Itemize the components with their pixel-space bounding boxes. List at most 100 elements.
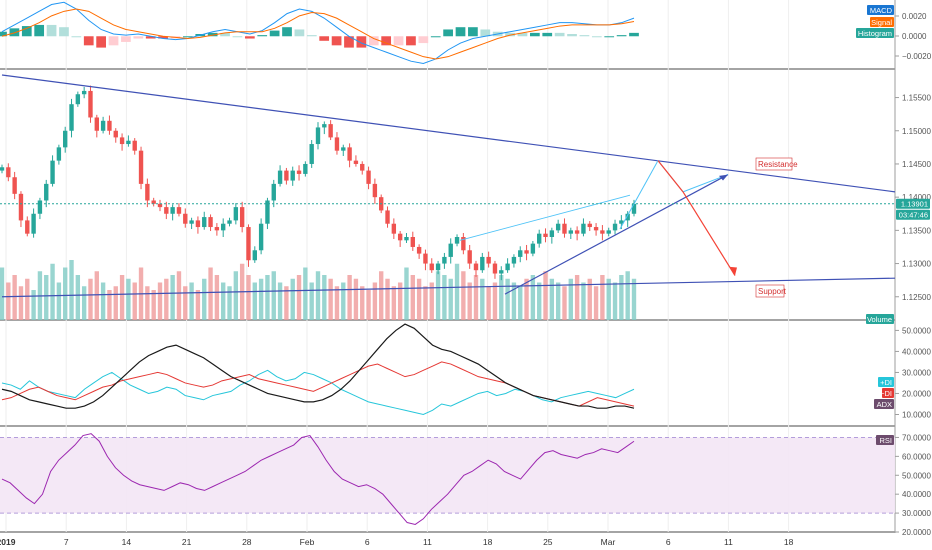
- x-tick-label: 25: [543, 537, 553, 547]
- candle-body: [499, 270, 504, 274]
- volume-bar: [315, 271, 321, 320]
- candle-body: [562, 223, 567, 234]
- volume-bar: [334, 286, 340, 320]
- macd-histogram-bar: [542, 32, 553, 37]
- volume-bar: [429, 282, 434, 320]
- candle-body: [537, 233, 542, 244]
- x-tick-label: 14: [122, 537, 132, 547]
- macd-histogram-bar: [71, 36, 82, 38]
- volume-bar: [442, 275, 447, 320]
- macd-histogram: [0, 24, 639, 48]
- candle-body: [44, 183, 49, 201]
- candle-body: [0, 167, 5, 171]
- volume-bar: [100, 282, 106, 320]
- volume-bar: [284, 286, 289, 320]
- macd-histogram-bar: [96, 36, 106, 48]
- candle-body: [581, 223, 586, 234]
- x-tick-label: Feb: [300, 537, 315, 547]
- x-tick-label: 7: [64, 537, 69, 547]
- candle-body: [625, 213, 630, 221]
- candle-body: [461, 237, 466, 251]
- volume-bar: [6, 282, 11, 320]
- macd-histogram-bar: [393, 36, 404, 46]
- minus-di-legend: −DI: [880, 389, 892, 398]
- macd-histogram-bar: [430, 36, 441, 38]
- time-axis[interactable]: 2019 7 14 21 28 Feb 6 11 18 25 Mar 6 11 18: [0, 537, 794, 547]
- projection-support-line: [682, 191, 736, 276]
- candle-body: [416, 246, 422, 254]
- y-tick-label: 40.0000: [902, 490, 931, 499]
- macd-histogram-bar: [83, 36, 94, 46]
- adx-line: [1, 323, 635, 409]
- x-tick-label: 18: [483, 537, 493, 547]
- macd-histogram-bar: [554, 32, 565, 37]
- volume-bar: [593, 286, 599, 320]
- macd-histogram-bar: [158, 36, 168, 39]
- x-tick-label: 11: [423, 537, 432, 547]
- volume-bar: [423, 286, 428, 320]
- volume-bar: [372, 282, 378, 320]
- projection-down-line: [657, 160, 684, 193]
- candle-body: [296, 170, 302, 174]
- candle-body: [631, 203, 637, 214]
- rsi-legend: RSI: [879, 436, 892, 445]
- y-tick-label: −0.0020: [902, 52, 932, 61]
- price-axis[interactable]: 0.0020 0.0000 −0.0020 1.15500 1.15000 1.14500…: [895, 12, 932, 537]
- candle-body: [50, 160, 55, 184]
- y-tick-label: 30.0000: [902, 368, 931, 377]
- volume-bar: [397, 282, 403, 320]
- y-tick-label: 1.15000: [902, 127, 931, 136]
- candle-body: [492, 263, 498, 274]
- y-tick-label: 70.0000: [902, 433, 931, 442]
- volume-bar: [328, 278, 333, 320]
- plus-di-line: [1, 369, 635, 416]
- volume-bar: [410, 275, 415, 320]
- macd-histogram-bar: [59, 27, 69, 37]
- macd-histogram-bar: [21, 26, 32, 37]
- volume-bar: [448, 278, 453, 320]
- candle-body: [126, 140, 131, 145]
- volume-bar: [379, 271, 384, 320]
- candle-body: [555, 223, 561, 231]
- candle-body: [524, 250, 529, 254]
- support-annotation[interactable]: Support: [755, 284, 787, 298]
- volume-bar: [157, 282, 163, 320]
- adx-legend: ADX: [877, 400, 892, 409]
- countdown-badge-bg: [896, 209, 930, 220]
- histogram-legend: Histogram: [858, 29, 892, 38]
- support-trendline: [1, 277, 896, 298]
- channel-upper-line: [459, 194, 631, 241]
- candle-body: [100, 120, 106, 131]
- minus-di-legend-bg: [882, 388, 894, 398]
- macd-histogram-bar: [616, 35, 627, 37]
- volume-bar: [0, 267, 5, 320]
- candle-body: [303, 163, 308, 174]
- volume-bar: [44, 275, 49, 320]
- volume-bar: [492, 282, 498, 320]
- y-tick-label: 1.12500: [902, 293, 931, 302]
- macd-histogram-bar: [468, 27, 478, 37]
- candle-body: [94, 117, 99, 131]
- candle-body: [239, 207, 245, 228]
- candle-body: [208, 217, 213, 228]
- candle-body: [435, 263, 441, 271]
- resistance-annotation[interactable]: Resistance: [755, 157, 798, 171]
- volume-bar: [549, 278, 555, 320]
- candle-body: [56, 147, 62, 161]
- volume-bar: [366, 290, 371, 320]
- volume-bar: [18, 286, 24, 320]
- y-tick-label: 1.14000: [902, 193, 931, 202]
- candle-body: [151, 200, 156, 204]
- macd-histogram-bar: [0, 31, 7, 37]
- y-tick-label: 1.14500: [902, 160, 931, 169]
- x-tick-label: 18: [784, 537, 794, 547]
- signal-line: [1, 8, 635, 60]
- legend-badges: MACD Signal Histogram 1.13901 03:47:46 Volume…: [856, 5, 930, 445]
- candle-body: [429, 263, 434, 271]
- macd-histogram-bar: [331, 36, 342, 46]
- candle-body: [568, 230, 573, 234]
- macd-histogram-bar: [244, 36, 255, 39]
- volume-bar: [252, 282, 257, 320]
- candle-body: [606, 230, 611, 234]
